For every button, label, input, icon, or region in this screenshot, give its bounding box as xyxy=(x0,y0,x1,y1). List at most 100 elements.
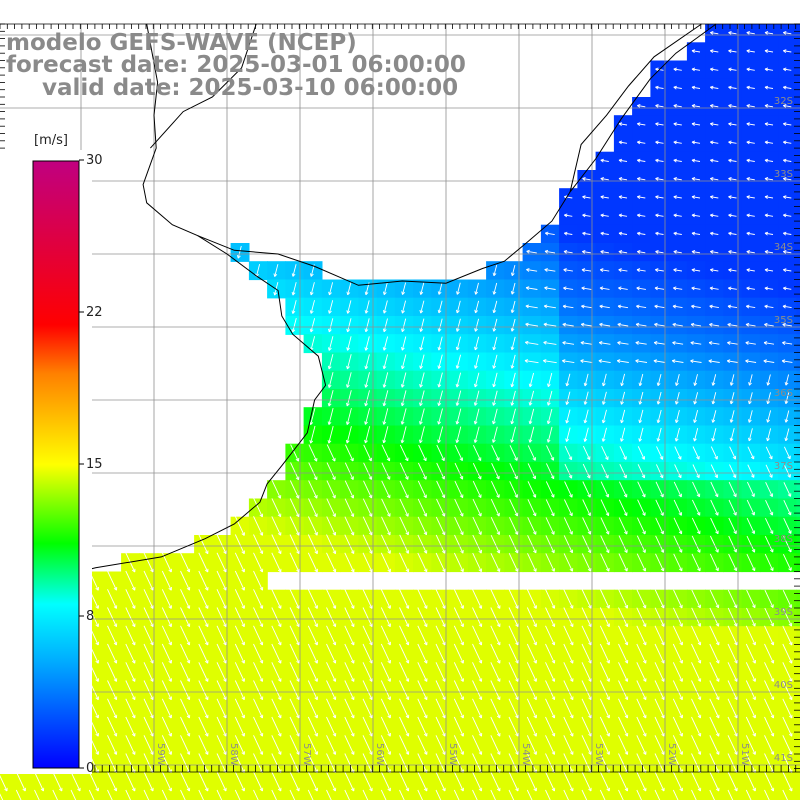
wind-arrow xyxy=(764,268,774,273)
wind-arrow xyxy=(510,372,516,388)
wind-arrow xyxy=(728,67,737,72)
wind-arrow xyxy=(710,122,719,127)
wind-arrow xyxy=(710,176,719,181)
wind-arrow xyxy=(455,408,462,425)
wind-arrow xyxy=(273,281,279,296)
wind-arrow xyxy=(492,300,498,314)
wind-cell xyxy=(102,790,122,800)
wind-arrow xyxy=(728,195,737,200)
wind-arrow xyxy=(510,264,516,277)
wind-arrow xyxy=(455,354,462,369)
wind-arrow xyxy=(766,410,772,423)
wind-cell xyxy=(796,78,800,98)
wind-arrow xyxy=(710,213,719,218)
wind-arrow xyxy=(691,103,701,108)
wind-arrow xyxy=(746,231,755,236)
wind-arrow xyxy=(691,85,701,90)
wind-arrow xyxy=(763,359,775,364)
wind-arrow xyxy=(764,85,774,90)
wind-arrow xyxy=(400,390,407,407)
wind-arrow xyxy=(654,322,665,327)
wind-arrow xyxy=(601,391,607,405)
wind-arrow xyxy=(437,336,443,351)
latitude-label: 40S xyxy=(774,680,793,691)
wind-arrow xyxy=(455,300,461,314)
wind-cell xyxy=(613,790,633,800)
wind-arrow xyxy=(711,392,717,405)
wind-cell xyxy=(796,24,800,43)
longitude-label: 56W xyxy=(374,743,385,766)
wind-arrow xyxy=(673,213,682,218)
wind-arrow xyxy=(710,67,719,72)
wind-arrow xyxy=(728,231,737,236)
wind-arrow xyxy=(710,231,719,236)
wind-arrow xyxy=(618,213,628,218)
wind-arrow xyxy=(291,317,297,333)
valid-date: valid date: 2025-03-10 06:00:00 xyxy=(42,75,459,101)
wind-arrow xyxy=(364,300,370,314)
wind-arrow xyxy=(364,372,370,388)
wind-arrow xyxy=(653,359,666,364)
wind-arrow xyxy=(617,322,629,327)
wind-arrow xyxy=(617,304,629,309)
wind-arrow xyxy=(437,354,443,369)
longitude-label: 55W xyxy=(447,743,458,766)
wind-cell xyxy=(796,261,800,281)
wind-arrow xyxy=(492,282,498,295)
wind-arrow xyxy=(419,336,425,351)
wind-arrow xyxy=(711,410,717,423)
wind-arrow xyxy=(562,304,574,309)
wind-cell xyxy=(796,243,800,262)
wind-arrow xyxy=(600,249,609,254)
wind-cell xyxy=(29,790,49,800)
wind-arrow xyxy=(546,408,553,425)
wind-arrow xyxy=(691,249,701,254)
wind-arrow xyxy=(544,249,556,254)
wind-arrow xyxy=(419,318,425,332)
wind-arrow xyxy=(510,282,516,295)
wind-arrow xyxy=(400,354,407,370)
wind-arrow xyxy=(474,354,480,369)
wind-arrow xyxy=(382,390,389,407)
wind-arrow xyxy=(327,425,334,444)
wind-arrow xyxy=(382,426,389,444)
latitude-label: 37S xyxy=(774,461,793,472)
wind-arrow xyxy=(654,286,665,291)
wind-arrow xyxy=(637,249,646,254)
wind-arrow xyxy=(656,409,662,424)
wind-arrow xyxy=(345,408,352,425)
wind-arrow xyxy=(655,85,664,90)
wind-arrow xyxy=(728,49,737,54)
wind-arrow xyxy=(309,300,315,314)
colorbar-tick-label: 8 xyxy=(86,609,94,624)
wind-arrow xyxy=(580,322,592,327)
latitude-label: 38S xyxy=(774,534,793,545)
wind-arrow xyxy=(745,359,757,364)
wind-arrow xyxy=(583,427,589,442)
wind-arrow xyxy=(400,408,407,425)
wind-cell xyxy=(11,790,31,800)
wind-cell xyxy=(632,790,651,800)
latitude-label: 34S xyxy=(774,242,793,253)
colorbar: 30 22 15 8 0 xyxy=(0,150,103,776)
wind-arrow xyxy=(346,390,352,407)
wind-cell xyxy=(668,790,688,800)
wind-arrow xyxy=(690,359,702,364)
wind-arrow xyxy=(291,264,297,277)
wind-cell xyxy=(796,644,800,664)
wind-arrow xyxy=(543,359,557,364)
longitude-label: 51W xyxy=(739,743,750,766)
wind-cell xyxy=(796,279,800,299)
wind-arrow xyxy=(693,392,699,405)
wind-arrow xyxy=(473,408,480,425)
wind-arrow xyxy=(437,282,443,295)
wind-arrow xyxy=(401,336,407,351)
wind-arrow xyxy=(581,268,592,272)
wind-cell xyxy=(705,790,724,800)
wind-arrow xyxy=(364,390,370,407)
wind-arrow xyxy=(525,322,539,327)
wind-arrow xyxy=(291,300,297,314)
wind-arrow xyxy=(673,140,682,145)
wind-cell xyxy=(796,443,800,463)
wind-arrow xyxy=(655,249,664,254)
